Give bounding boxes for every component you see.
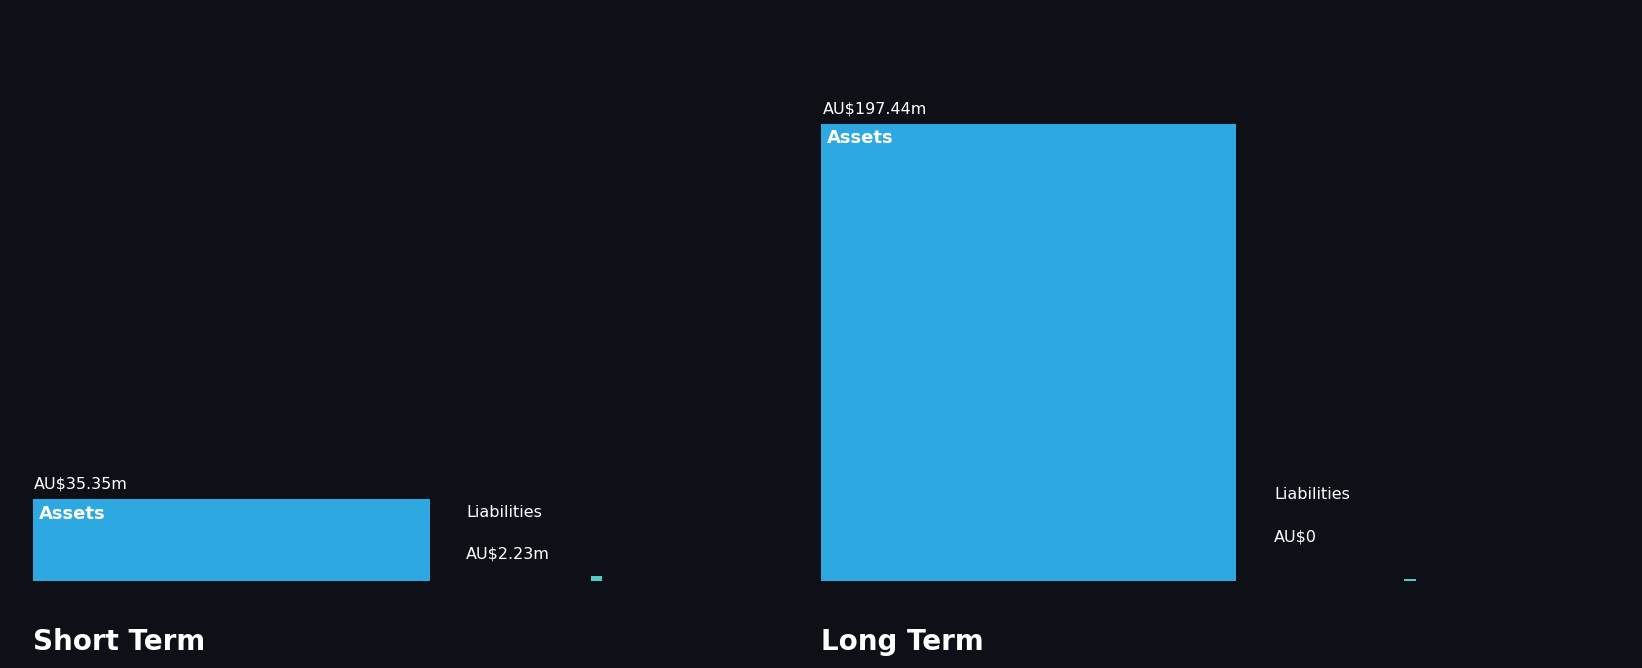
Text: Liabilities: Liabilities	[466, 504, 542, 520]
Text: AU$35.35m: AU$35.35m	[34, 476, 128, 492]
Bar	[591, 576, 603, 581]
Text: Assets: Assets	[39, 504, 105, 522]
Text: Liabilities: Liabilities	[1274, 488, 1350, 502]
Text: Assets: Assets	[828, 130, 893, 148]
Text: Short Term: Short Term	[33, 628, 205, 656]
Text: AU$2.23m: AU$2.23m	[466, 546, 550, 561]
Text: Long Term: Long Term	[821, 628, 984, 656]
Bar	[1404, 579, 1415, 581]
Text: AU$0: AU$0	[1274, 529, 1317, 544]
Bar	[821, 124, 1236, 581]
Text: AU$197.44m: AU$197.44m	[823, 102, 926, 116]
Bar	[33, 499, 430, 581]
